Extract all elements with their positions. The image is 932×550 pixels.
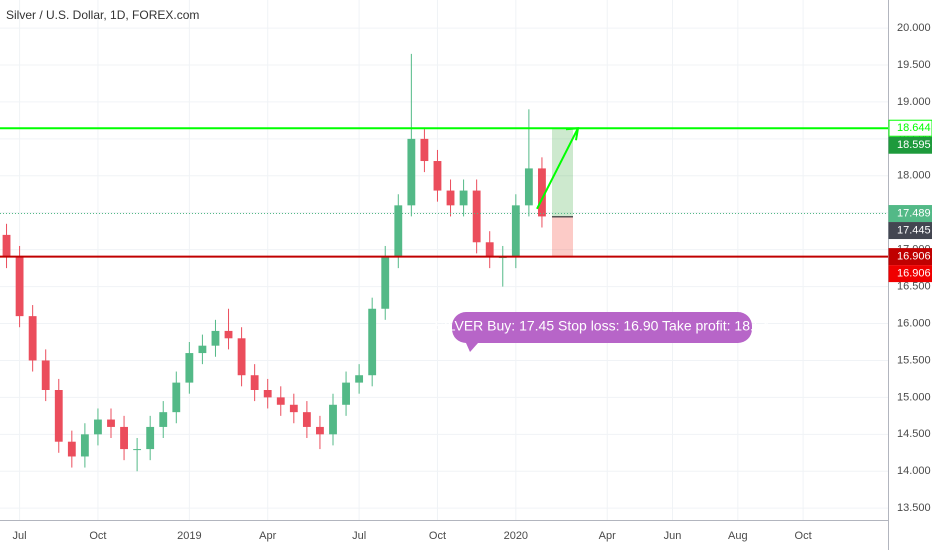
price-label-box [888, 265, 932, 283]
price-label: 17.489 [897, 207, 931, 219]
candle-body [146, 426, 155, 450]
arrow-head [565, 127, 580, 141]
candle-body [342, 382, 350, 405]
x-tick-label: Oct [429, 530, 446, 542]
candle-body [172, 382, 181, 413]
candle-body [316, 426, 324, 435]
candle-body [459, 190, 468, 206]
annotation-bubble [452, 312, 752, 352]
candle-body [263, 390, 272, 398]
y-tick-label: 19.000 [897, 96, 931, 108]
candle-body [41, 360, 50, 390]
y-tick-label: 14.000 [897, 465, 931, 477]
axes: 13.500 14.000 14.500 15.000 15.500 16.000 16.5… [13, 22, 932, 542]
candle-body [407, 138, 416, 206]
candle-body [2, 234, 11, 258]
candle-body [211, 330, 220, 346]
candle-body [120, 426, 128, 450]
arrow [536, 127, 579, 210]
price-label-box [888, 222, 932, 240]
x-tick-label: Jun [664, 530, 682, 542]
y-tick-label: 16.000 [897, 317, 931, 329]
candle-body [80, 434, 89, 457]
price-label: 18.595 [897, 139, 931, 151]
x-tick-label: Apr [599, 530, 616, 542]
stop-zone [552, 216, 573, 257]
y-tick-label: 14.500 [897, 428, 931, 440]
candle-body [224, 330, 233, 339]
x-tick-label: Jul [13, 530, 27, 542]
candle-body [302, 412, 311, 427]
y-tick-label: 18.000 [897, 170, 931, 182]
candle-body [538, 168, 546, 217]
candle-body [28, 316, 37, 361]
y-tick-label: 20.000 [897, 22, 931, 34]
price-label-box [888, 248, 932, 266]
candle-body [107, 419, 115, 427]
x-tick-label: Oct [89, 530, 106, 542]
candle-body [472, 190, 481, 243]
price-label: 16.906 [897, 268, 931, 280]
candle-body [368, 308, 377, 376]
price-label: 16.906 [897, 251, 931, 263]
candle-body [15, 257, 24, 317]
candle-body [446, 190, 455, 206]
x-tick-label: Apr [259, 530, 276, 542]
x-tick-label: Jul [352, 530, 366, 542]
candle-body [420, 138, 429, 162]
candle-body [94, 419, 102, 435]
candle-body [329, 404, 337, 435]
price-label: 17.445 [897, 224, 931, 236]
candle-body [381, 257, 390, 309]
candle-body [67, 441, 76, 457]
candle-body [355, 375, 364, 383]
candle-body [54, 390, 63, 442]
candle-body [159, 412, 168, 427]
y-tick-label: 15.500 [897, 354, 931, 366]
grid [0, 0, 888, 520]
plot: SILVER Buy: 17.45 Stop loss: 16.90 Take … [0, 53, 888, 472]
x-tick-label: Aug [728, 530, 748, 542]
y-tick-label: 19.500 [897, 59, 931, 71]
chart-title: Silver / U.S. Dollar, 1D, FOREX.com [6, 8, 199, 22]
price-label: 18.644 [897, 122, 931, 134]
candle-body [198, 345, 207, 354]
candle-body [133, 449, 142, 451]
price-label-box [888, 205, 932, 223]
candle-body [250, 375, 259, 390]
candle-body [394, 205, 403, 258]
candle-body [433, 161, 442, 191]
x-tick-label: 2020 [504, 530, 528, 542]
candle-body [276, 397, 285, 405]
x-tick-label: Oct [795, 530, 812, 542]
candle-body [289, 404, 298, 413]
annotation-text: SILVER Buy: 17.45 Stop loss: 16.90 Take … [435, 318, 770, 334]
candle-body [485, 242, 494, 258]
price-label-box [888, 119, 932, 137]
price-label-box [888, 136, 932, 154]
y-tick-label: 13.500 [897, 502, 931, 514]
candle-body [237, 338, 246, 376]
x-tick-label: 2019 [177, 530, 201, 542]
y-tick-label: 16.500 [897, 280, 931, 292]
y-tick-label: 15.000 [897, 391, 931, 403]
candle-body [185, 353, 194, 383]
candle-body [511, 205, 520, 258]
candle-body [524, 168, 533, 206]
